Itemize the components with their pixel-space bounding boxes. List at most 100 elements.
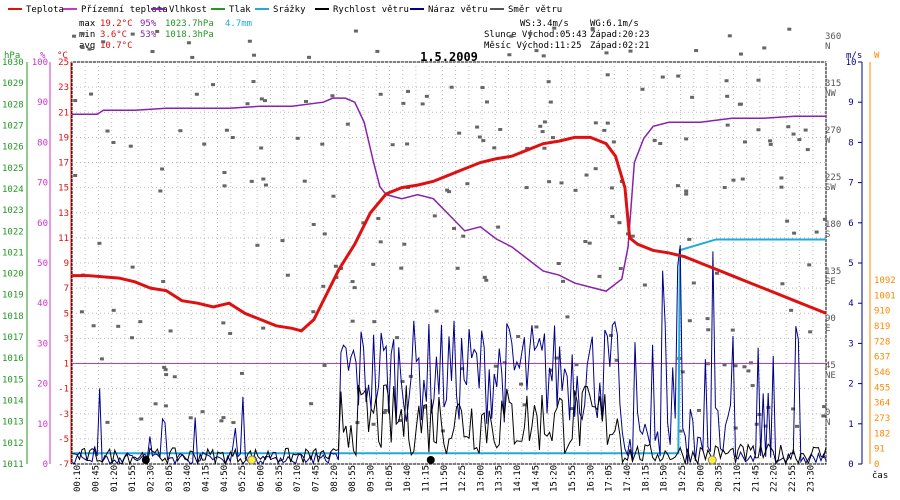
wind-direction-mark	[570, 407, 575, 411]
x-tick-label: 09:30	[366, 465, 376, 492]
wind-direction-mark	[285, 273, 290, 277]
x-tick-label: 03:05	[165, 465, 175, 492]
wind-direction-mark	[696, 408, 701, 412]
wind-direction-mark	[73, 173, 78, 177]
temperature-tick-label: 21	[58, 108, 69, 118]
wind-direction-mark	[333, 264, 338, 268]
wind-direction-mark	[522, 403, 527, 407]
wind-direction-mark	[398, 419, 403, 423]
wind-direction-mark	[480, 86, 485, 90]
x-tick-label: 00:45	[92, 465, 102, 492]
wind-direction-mark	[371, 422, 376, 426]
radiation-tick-label: 728	[874, 337, 890, 347]
direction-compass-label: NW	[825, 89, 836, 99]
wind-direction-mark	[748, 361, 753, 365]
wind-direction-mark	[307, 55, 312, 59]
direction-compass-label: SE	[825, 277, 836, 287]
wind-direction-mark	[779, 176, 784, 180]
wind-direction-mark	[245, 102, 250, 106]
temperature-series	[72, 135, 827, 333]
wind-direction-mark	[618, 266, 623, 270]
wind-direction-mark	[105, 420, 110, 424]
x-tick-label: 21:10	[733, 465, 743, 492]
info-sun-set: Západ:20:23	[590, 30, 650, 40]
stat-rain: 4.7mm	[225, 19, 252, 29]
wind-direction-mark	[731, 178, 736, 182]
wind-direction-mark	[139, 417, 144, 421]
pressure-tick-label: 1018	[2, 312, 24, 322]
wind-direction-mark	[406, 89, 411, 93]
wind-direction-mark	[222, 171, 227, 175]
x-tick-label: 06:35	[275, 465, 285, 492]
wind-direction-mark	[150, 50, 155, 54]
wind-direction-mark	[116, 324, 121, 328]
temperature-tick-label: 17	[58, 159, 69, 169]
wind-direction-mark	[89, 92, 94, 96]
wind-tick-label: 2	[848, 380, 853, 390]
temperature-tick-label: 5	[64, 309, 69, 319]
direction-degree-label: 90	[825, 314, 836, 324]
wind-direction-mark	[738, 52, 743, 56]
wind-direction-mark	[502, 361, 507, 365]
wind-direction-mark	[128, 144, 133, 148]
wind-direction-mark	[738, 102, 743, 106]
wind-direction-mark	[730, 328, 735, 332]
wind-direction-mark	[345, 122, 350, 126]
direction-compass-label: N	[825, 42, 830, 52]
x-tick-label: 13:00	[476, 465, 486, 492]
wind-direction-mark	[548, 100, 553, 104]
radiation-unit: W	[874, 51, 880, 61]
wind-direction-mark	[542, 146, 547, 150]
wind-direction-mark	[528, 31, 533, 35]
direction-compass-label: W	[825, 136, 831, 146]
wind-direction-mark	[202, 142, 207, 146]
wind-direction-mark	[295, 136, 300, 140]
wind-direction-mark	[376, 216, 381, 220]
wind-direction-mark	[822, 217, 827, 221]
wind-direction-mark	[725, 123, 730, 127]
wind-direction-mark	[602, 128, 607, 132]
direction-degree-label: 180	[825, 220, 841, 230]
radiation-tick-label: 182	[874, 429, 890, 439]
wind-direction-mark	[423, 405, 428, 409]
wind-direction-mark	[542, 120, 547, 124]
wind-direction-mark	[449, 85, 454, 89]
wind-direction-mark	[795, 424, 800, 428]
x-tick-label: 22:20	[770, 465, 780, 492]
temperature-tick-label: 7	[64, 284, 69, 294]
wind-direction-mark	[309, 402, 314, 406]
wind-direction-mark	[72, 34, 77, 38]
wind-direction-mark	[80, 32, 85, 36]
wind-direction-mark	[350, 280, 355, 284]
x-tick-label: 20:00	[696, 465, 706, 492]
wind-direction-mark	[524, 186, 529, 190]
pressure-tick-label: 1020	[2, 270, 24, 280]
wind-direction-mark	[608, 333, 613, 337]
pressure-tick-label: 1026	[2, 143, 24, 153]
wind-direction-mark	[652, 138, 657, 142]
pressure-tick-label: 1014	[2, 397, 24, 407]
wind-direction-mark	[725, 94, 730, 98]
wind-direction-mark	[658, 142, 663, 146]
x-tick-label: 01:55	[128, 465, 138, 492]
info-wind-gust: WG:6.1m/s	[590, 19, 639, 29]
info-sun-rise: Slunce Východ:05:43	[484, 30, 587, 40]
wind-tick-label: 0	[848, 460, 853, 470]
x-tick-label: 17:05	[605, 465, 615, 492]
stat-label: min	[79, 30, 95, 40]
x-tick-label: 17:40	[623, 465, 633, 492]
wind-direction-mark	[321, 284, 326, 288]
humidity-tick-label: 40	[37, 299, 48, 309]
wind-direction-mark	[610, 214, 615, 218]
wind-tick-label: 5	[848, 259, 853, 269]
legend-label: Směr větru	[508, 5, 562, 15]
wind-direction-mark	[378, 240, 383, 244]
legend-label: Rychlost větru	[333, 5, 409, 15]
wind-direction-mark	[706, 328, 711, 332]
wind-direction-mark	[768, 139, 773, 143]
wind-direction-mark	[350, 319, 355, 323]
wind-direction-mark	[807, 263, 812, 267]
wind-direction-mark	[457, 131, 462, 135]
wind-direction-mark	[821, 414, 826, 418]
wind-direction-mark	[756, 78, 761, 82]
